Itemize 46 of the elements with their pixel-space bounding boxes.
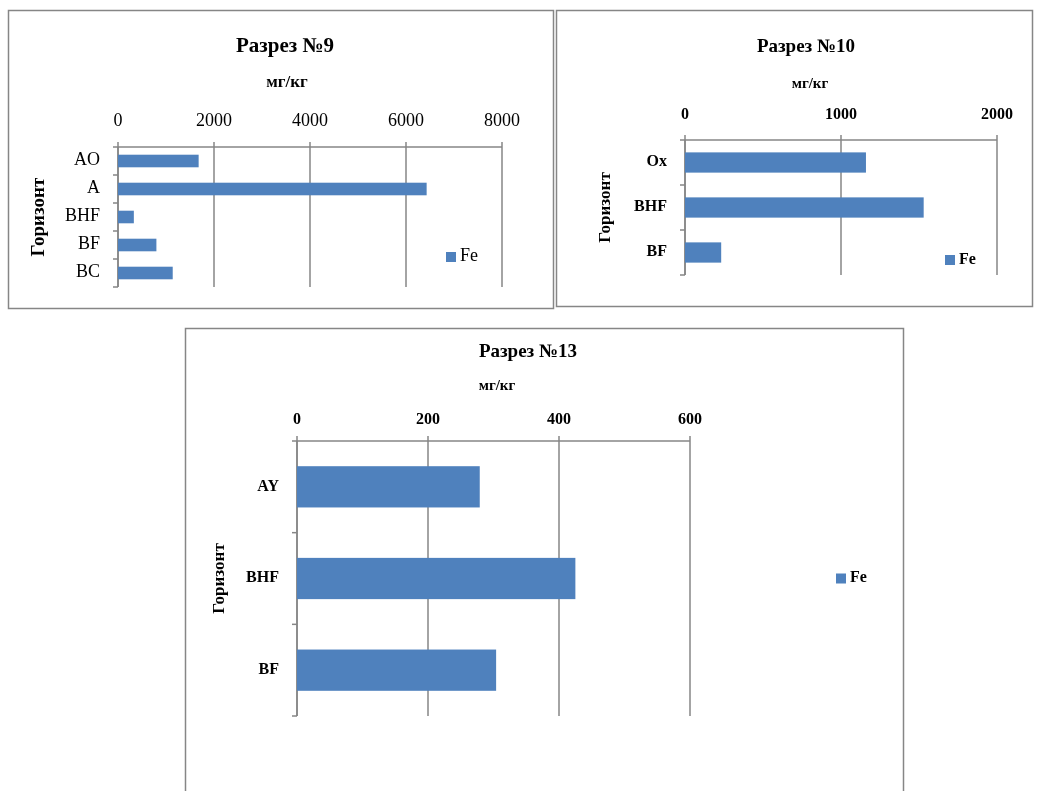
x-tick-label: 6000 xyxy=(388,110,424,130)
x-tick-label: 200 xyxy=(416,410,440,427)
bar xyxy=(297,557,576,600)
y-tick-label: BHF xyxy=(634,197,668,215)
x-tick-label: 2000 xyxy=(981,105,1013,122)
y-tick-label: BF xyxy=(77,233,100,254)
y-tick-label: BHF xyxy=(64,205,100,226)
chart-title: Разрез №13 xyxy=(478,340,578,361)
bar xyxy=(685,152,866,173)
x-tick-label: 0 xyxy=(293,410,301,427)
x-tick-label: 400 xyxy=(547,410,571,427)
y-tick-label: BF xyxy=(646,242,668,260)
y-tick-label: BC xyxy=(75,261,100,282)
x-axis-title: мг/кг xyxy=(478,377,516,393)
y-tick-label: BF xyxy=(258,659,280,677)
bar xyxy=(297,466,480,508)
chart-title: Разрез №9 xyxy=(235,33,335,57)
y-axis-title: Горизонт xyxy=(208,542,228,614)
x-tick-label: 600 xyxy=(678,410,702,427)
bar xyxy=(118,266,173,280)
x-axis-title: мг/кг xyxy=(791,75,829,91)
bar xyxy=(685,242,722,263)
bar xyxy=(118,238,157,252)
bar xyxy=(118,154,199,168)
bar xyxy=(297,649,497,691)
chart-title: Разрез №10 xyxy=(756,35,856,56)
bar xyxy=(685,197,924,218)
y-tick-label: AY xyxy=(257,476,280,494)
legend-label: Fe xyxy=(959,249,976,267)
y-tick-label: Ox xyxy=(646,152,667,170)
x-tick-label: 2000 xyxy=(196,110,232,130)
x-tick-label: 0 xyxy=(681,105,689,122)
y-tick-label: A xyxy=(87,177,100,198)
legend-label: Fe xyxy=(460,245,479,266)
x-axis-title: мг/кг xyxy=(266,72,309,91)
x-tick-label: 8000 xyxy=(484,110,520,130)
y-tick-label: AO xyxy=(74,149,100,170)
y-axis-title: Горизонт xyxy=(27,176,49,257)
bar xyxy=(118,182,427,196)
x-tick-label: 4000 xyxy=(292,110,328,130)
y-axis-title: Горизонт xyxy=(594,171,614,243)
bar xyxy=(118,210,134,224)
x-tick-label: 0 xyxy=(113,110,123,130)
x-tick-label: 1000 xyxy=(825,105,857,122)
y-tick-label: BHF xyxy=(246,568,280,586)
legend-label: Fe xyxy=(850,568,867,586)
